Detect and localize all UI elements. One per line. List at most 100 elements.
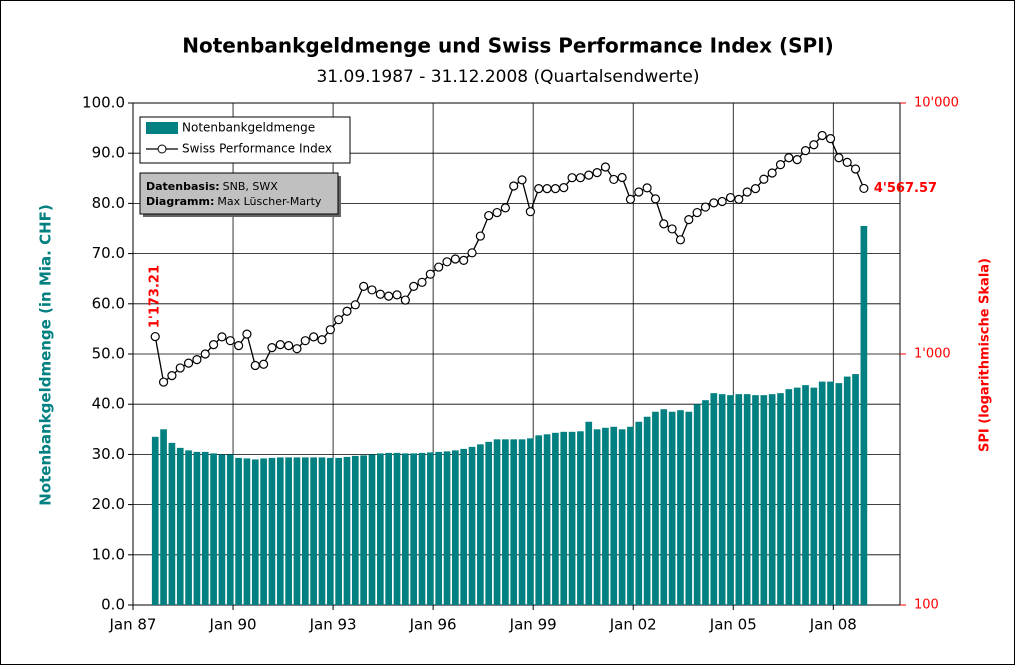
line-marker <box>542 183 552 194</box>
bar <box>343 456 351 605</box>
line-marker <box>684 215 694 225</box>
bar <box>335 457 342 605</box>
y-tick-label: 30.0 <box>92 445 125 463</box>
line-marker <box>292 344 302 354</box>
bar <box>577 431 584 605</box>
legend: Notenbankgeldmenge Swiss Performance Inde… <box>139 116 351 164</box>
bar <box>785 389 793 605</box>
line-marker <box>217 332 227 342</box>
bar <box>351 455 359 605</box>
bar <box>818 381 826 605</box>
bar <box>735 394 743 605</box>
y-tick-label: 10.0 <box>92 545 125 563</box>
line-marker <box>158 377 169 387</box>
bar <box>443 451 451 605</box>
y2-axis-label: SPI (logarithmische Skala) <box>978 258 993 452</box>
y-axis-label: Notenbankgeldmenge (in Mia. CHF) <box>37 204 55 505</box>
bar <box>685 411 693 605</box>
y-tick-label: 70.0 <box>92 244 125 262</box>
line-marker <box>309 332 319 342</box>
bar <box>410 453 418 605</box>
bar <box>560 431 568 605</box>
line-marker <box>400 295 410 305</box>
line-marker <box>759 174 769 184</box>
y-tick-label: 90.0 <box>92 144 125 162</box>
bar <box>543 434 551 605</box>
bar <box>468 446 476 605</box>
line-marker <box>742 187 752 197</box>
bar <box>835 383 843 605</box>
bar <box>293 457 301 605</box>
bar <box>310 457 317 605</box>
info-label: Diagramm: <box>146 195 214 208</box>
line-marker <box>625 194 636 204</box>
bar <box>718 394 726 605</box>
line-marker <box>175 363 185 373</box>
line-marker <box>850 164 861 174</box>
bar <box>368 454 376 605</box>
bar <box>518 439 526 605</box>
bar <box>226 454 234 605</box>
bar <box>402 453 409 605</box>
line-marker <box>617 172 627 183</box>
bar <box>802 385 809 605</box>
y-tick-label: 40.0 <box>92 395 125 413</box>
bar <box>552 432 559 605</box>
bar <box>510 439 518 605</box>
line-marker <box>325 325 335 335</box>
line-marker <box>392 290 402 300</box>
bar <box>752 395 759 605</box>
bar <box>285 457 292 605</box>
line-marker <box>842 157 852 167</box>
x-tick-label: Jan 08 <box>809 616 857 634</box>
line-marker <box>208 340 219 350</box>
bar <box>193 451 201 605</box>
bar <box>652 411 659 605</box>
line-marker <box>150 331 160 342</box>
line-marker <box>859 183 869 194</box>
line-marker <box>567 173 577 183</box>
bar <box>326 457 334 605</box>
bar <box>635 421 643 605</box>
line-marker <box>792 154 802 165</box>
x-tick-label: Jan 96 <box>409 616 457 634</box>
bar <box>535 435 543 605</box>
bar <box>727 395 734 605</box>
bar <box>418 452 426 605</box>
line-marker <box>267 343 277 353</box>
line-marker <box>809 140 819 150</box>
line-marker <box>242 329 252 339</box>
bar <box>151 436 159 605</box>
line-marker <box>600 162 611 172</box>
bar <box>693 404 701 605</box>
bar <box>502 439 509 605</box>
line-marker <box>500 203 510 213</box>
legend-label: Notenbankgeldmenge <box>182 121 315 135</box>
line-marker <box>517 175 527 185</box>
bar <box>768 394 776 605</box>
bar <box>585 421 593 605</box>
line-marker <box>334 315 344 325</box>
bar <box>777 393 784 605</box>
y-tick-label: 0.0 <box>101 596 125 614</box>
bar <box>477 444 484 605</box>
line-marker <box>284 341 294 351</box>
line-marker <box>634 187 644 197</box>
line-marker <box>317 335 327 345</box>
bar <box>301 457 309 605</box>
bar <box>360 455 367 605</box>
line-marker <box>575 173 586 183</box>
legend-swatch <box>146 122 178 134</box>
y2-tick-label: 1'000 <box>914 347 951 362</box>
line-marker <box>484 210 494 221</box>
bar <box>843 376 851 605</box>
line-marker <box>384 291 394 301</box>
line-marker <box>767 168 777 178</box>
bar <box>677 410 684 605</box>
line-marker <box>534 183 544 194</box>
line-marker <box>525 207 535 217</box>
line-marker <box>775 160 786 170</box>
info-text: Diagramm: Max Lüscher-Marty <box>146 195 322 208</box>
info-text: Datenbasis: SNB, SWX <box>146 180 278 193</box>
